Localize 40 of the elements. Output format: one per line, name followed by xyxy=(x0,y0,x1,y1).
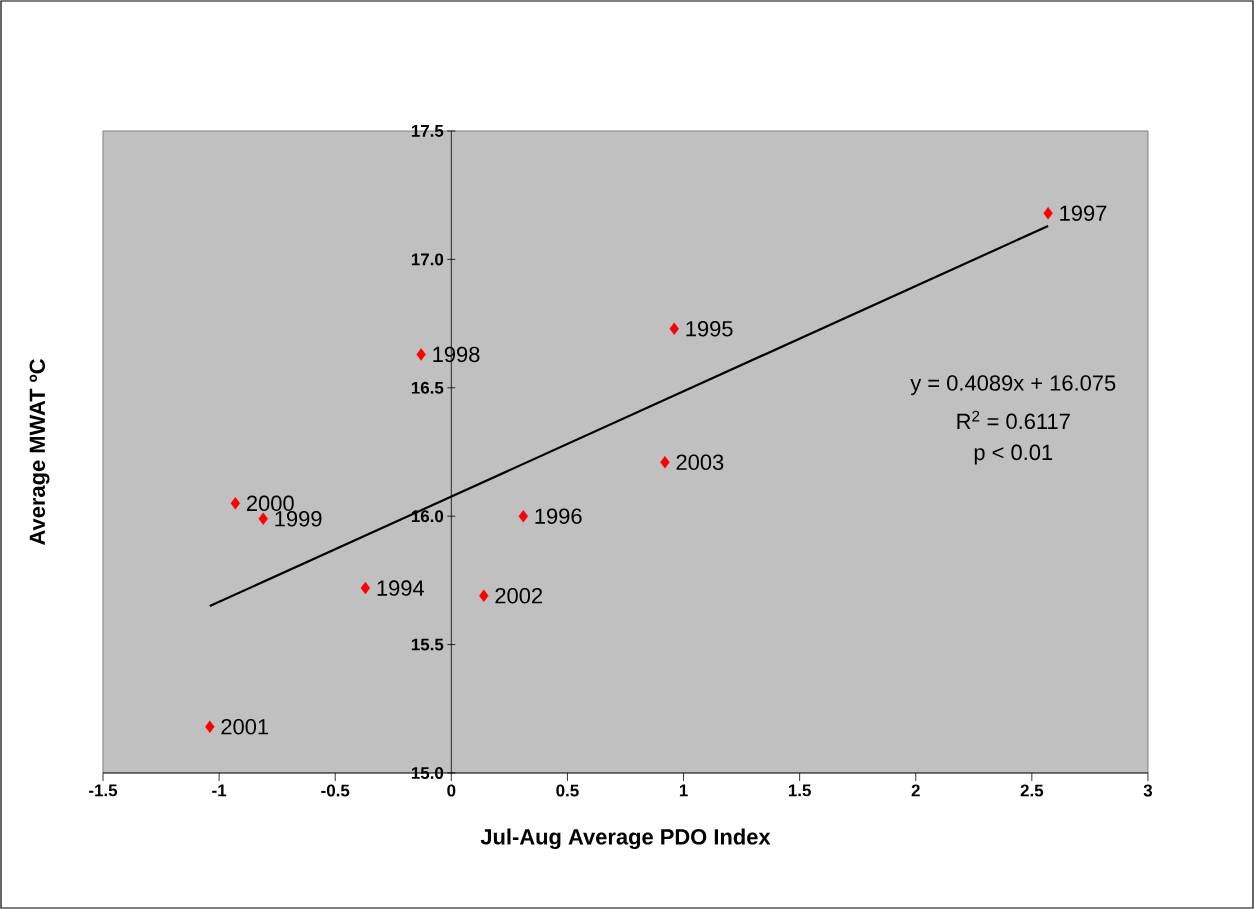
annotation: R$^{2}$ = 0.6117 xyxy=(957,410,1070,430)
y-tick-label: 17.0 xyxy=(411,253,444,266)
x-tick-label: 1 xyxy=(679,784,688,797)
x-tick-label: 1.5 xyxy=(788,784,811,797)
annotation: 1999 xyxy=(275,510,322,527)
annotation: p < 0.01 xyxy=(974,444,1053,465)
x-tick-label: -0.5 xyxy=(321,784,350,797)
point xyxy=(660,456,670,469)
y-tick-label: 15.0 xyxy=(411,766,444,779)
point xyxy=(479,589,489,602)
x-tick-label: 3 xyxy=(1143,784,1153,797)
y-tick-label: 16.0 xyxy=(411,510,444,523)
y-axis-title: Average MWAT ºC xyxy=(29,359,50,545)
x-tick-label: 0 xyxy=(447,784,456,797)
y-tick-label: 17.5 xyxy=(411,125,444,137)
annotation: y = 0.4089x + 16.075 xyxy=(910,375,1116,396)
annotation: 2003 xyxy=(676,454,724,471)
annotation: 2000 xyxy=(247,495,294,512)
point xyxy=(669,322,679,335)
point xyxy=(258,512,268,525)
annotation: 2002 xyxy=(495,588,542,604)
annotation: 1996 xyxy=(535,508,582,524)
annotation: 1995 xyxy=(686,320,733,337)
point xyxy=(205,720,215,733)
x-axis-title: Jul-Aug Average PDO Index xyxy=(480,828,771,850)
annotation: 1997 xyxy=(1060,205,1107,221)
point xyxy=(518,509,529,523)
point xyxy=(416,348,426,361)
x-tick-label: 2.5 xyxy=(1020,784,1044,797)
y-tick-label: 15.5 xyxy=(411,638,444,651)
y-tick-label: 16.5 xyxy=(411,381,444,394)
point xyxy=(230,497,241,510)
annotation: 1994 xyxy=(377,580,425,596)
x-tick-label: -1.5 xyxy=(89,784,118,797)
point xyxy=(1043,206,1053,220)
annotation: 2001 xyxy=(221,718,269,735)
x-tick-label: -1 xyxy=(212,784,227,797)
x-tick-label: 0.5 xyxy=(556,784,579,797)
point xyxy=(360,581,371,595)
x-tick-label: 2 xyxy=(911,784,920,797)
